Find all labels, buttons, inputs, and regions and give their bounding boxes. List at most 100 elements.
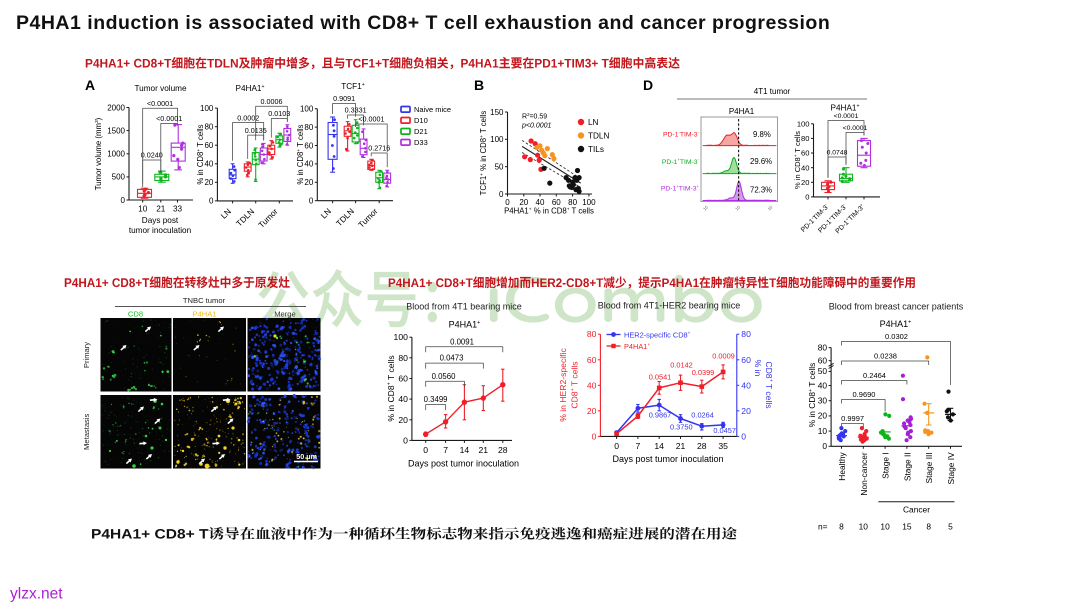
svg-text:21: 21 [676,441,686,451]
svg-text:tumor inoculation: tumor inoculation [129,226,192,235]
svg-text:P4HA1+​: P4HA1+​ [831,103,860,112]
svg-text:30: 30 [818,396,828,406]
svg-text:Stage IV: Stage IV [946,452,956,485]
svg-text:500: 500 [112,173,126,182]
svg-text:40: 40 [818,380,828,390]
svg-text:72.3%: 72.3% [750,186,772,195]
svg-text:PD-1-​TIM-3-​: PD-1-​TIM-3-​ [663,130,700,139]
svg-text:<0.0001: <0.0001 [147,99,173,108]
svg-text:100: 100 [200,104,214,113]
svg-text:35: 35 [718,441,728,451]
svg-text:P4HA1+​: P4HA1+​ [624,342,650,351]
svg-text:<0.0001: <0.0001 [834,113,859,120]
svg-text:60: 60 [801,149,809,158]
svg-text:D33: D33 [414,138,428,147]
svg-text:Tumor volume (mm3​): Tumor volume (mm3​) [94,117,103,190]
svg-text:9.8%: 9.8% [753,130,771,139]
svg-text:28: 28 [697,441,707,451]
svg-text:20: 20 [519,198,528,207]
svg-text:40: 40 [741,380,751,390]
svg-text:0.0399: 0.0399 [692,368,715,377]
svg-text:21: 21 [479,445,489,455]
svg-text:P4HA1+​ % in CD8+​ T cells: P4HA1+​ % in CD8+​ T cells [504,207,594,216]
svg-text:D: D [643,77,653,93]
svg-text:Stage III: Stage III [924,452,934,483]
svg-text:8: 8 [926,522,931,532]
svg-text:0.9091: 0.9091 [333,94,355,103]
svg-text:CD8+​ T cells: CD8+​ T cells [570,361,580,408]
svg-text:20: 20 [741,406,751,416]
svg-text:0: 0 [403,435,408,445]
svg-text:100: 100 [797,120,810,129]
svg-text:50 μm: 50 μm [296,452,317,461]
svg-text:0: 0 [309,197,314,206]
svg-text:60: 60 [552,198,561,207]
svg-text:80: 80 [801,134,809,143]
svg-text:Merge: Merge [274,310,296,319]
svg-text:4T1 tumor: 4T1 tumor [754,87,791,96]
svg-text:60: 60 [741,355,751,365]
svg-text:0.3331: 0.3331 [345,106,367,115]
svg-text:60: 60 [587,355,597,365]
svg-text:0.0541: 0.0541 [649,373,672,382]
svg-text:B: B [474,77,484,93]
svg-text:0: 0 [614,441,619,451]
svg-text:80: 80 [587,329,597,339]
svg-text:40: 40 [587,380,597,390]
svg-text:15: 15 [902,522,912,532]
svg-text:P4HA1+​: P4HA1+​ [449,320,481,330]
svg-text:R2​=0.59: R2​=0.59 [522,112,547,121]
svg-text:20: 20 [398,415,408,425]
svg-text:8: 8 [839,522,844,532]
svg-text:0.0238: 0.0238 [874,352,897,361]
svg-text:P4HA1 induction is associated: P4HA1 induction is associated with CD8+ … [16,12,830,34]
svg-text:% in CD8+​ T cells: % in CD8+​ T cells [793,131,802,189]
svg-text:Naive mice: Naive mice [414,105,451,114]
svg-text:10: 10 [767,204,774,211]
svg-text:0.2716: 0.2716 [368,144,390,153]
svg-text:80: 80 [568,198,577,207]
svg-text:Days post: Days post [142,216,179,225]
svg-text:0: 0 [505,198,510,207]
svg-text:40: 40 [204,160,213,169]
svg-text:TCF1+​ % in CD8+​ T cells: TCF1+​ % in CD8+​ T cells [479,111,488,196]
svg-text:<0.0001: <0.0001 [358,115,384,124]
svg-text:P4HA1: P4HA1 [729,107,755,116]
svg-text:0: 0 [423,445,428,455]
svg-text:0.0748: 0.0748 [827,150,848,157]
svg-text:1000: 1000 [107,150,125,159]
svg-text:50: 50 [818,366,828,376]
svg-text:Blood from 4T1-HER2 bearing mi: Blood from 4T1-HER2 bearing mice [598,301,741,311]
svg-text:D10: D10 [414,116,428,125]
svg-text:% in: % in [753,360,763,377]
svg-text:21: 21 [156,205,166,214]
svg-text:PD-1+​TIM-3-​: PD-1+​TIM-3-​ [662,157,700,166]
svg-text:7: 7 [443,445,448,455]
svg-text:CD8+​ T cells: CD8+​ T cells [764,361,774,408]
svg-text:% in CD8+​ T cells: % in CD8+​ T cells [386,355,396,421]
svg-text:80: 80 [818,342,828,352]
svg-text:0: 0 [121,196,126,205]
svg-text:60: 60 [398,374,408,384]
svg-text:Stage I: Stage I [881,452,891,479]
svg-text:% in HER2-specific: % in HER2-specific [558,348,568,422]
svg-text:10: 10 [880,522,890,532]
svg-text:80: 80 [741,329,751,339]
svg-text:<0.0001: <0.0001 [843,125,868,132]
svg-text:0.9690: 0.9690 [853,390,876,399]
svg-text:5: 5 [948,522,953,532]
svg-text:50: 50 [495,163,504,172]
svg-text:14: 14 [460,445,470,455]
svg-text:Metastasis: Metastasis [82,413,91,449]
svg-text:0.3499: 0.3499 [424,395,448,404]
svg-text:33: 33 [173,205,183,214]
svg-text:0.2464: 0.2464 [863,371,886,380]
svg-text:P4HA1+​: P4HA1+​ [236,84,265,93]
svg-text:60: 60 [304,141,313,150]
svg-text:% in CD8+​ T cells: % in CD8+​ T cells [807,363,817,428]
svg-text:0: 0 [592,431,597,441]
svg-text:TILs: TILs [588,145,604,154]
svg-text:HER2-specific CD8+​: HER2-specific CD8+​ [624,331,691,340]
svg-text:10: 10 [734,204,741,211]
svg-text:40: 40 [801,163,809,172]
